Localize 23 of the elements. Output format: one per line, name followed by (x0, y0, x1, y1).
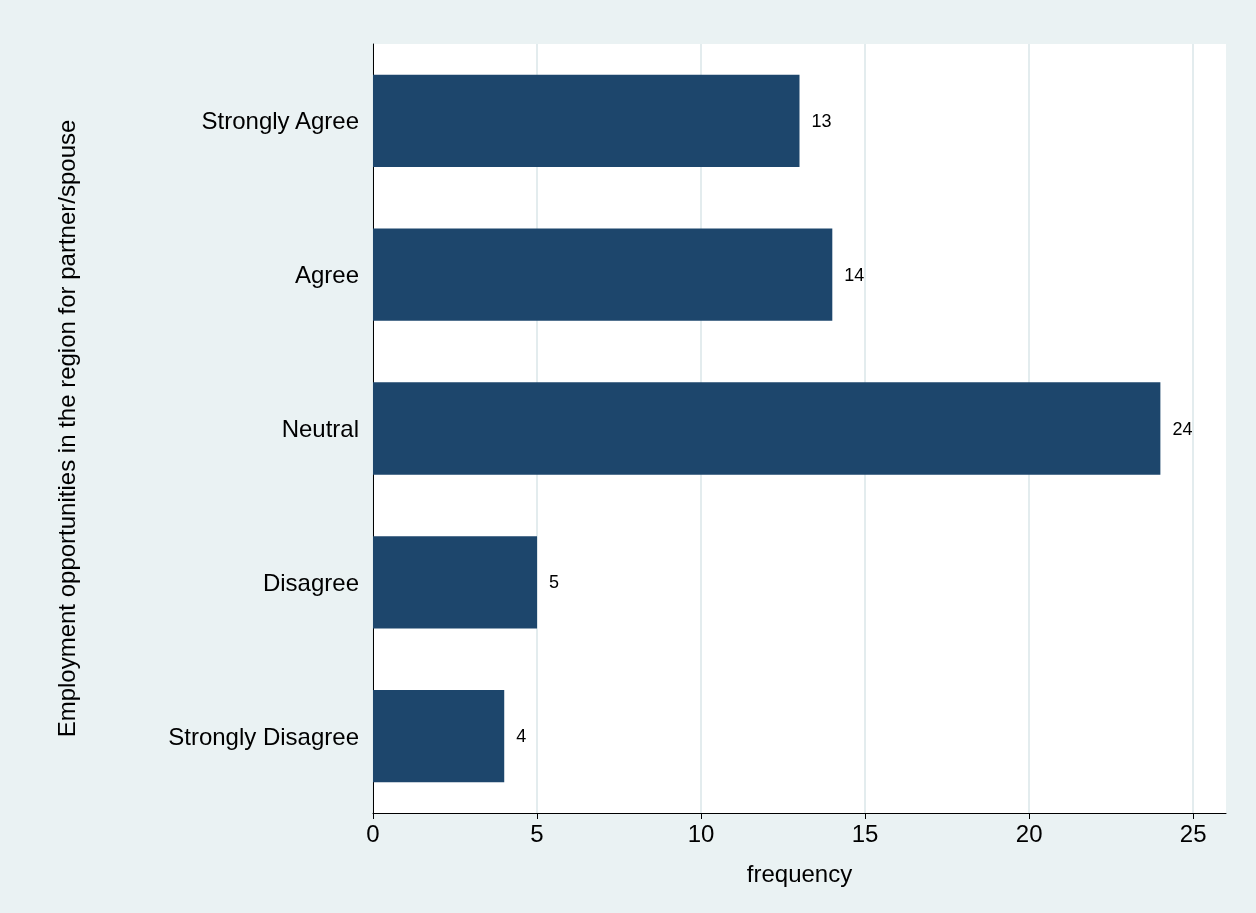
y-tick-label: Agree (294, 261, 359, 289)
x-tick-label: 0 (366, 819, 380, 847)
bar (373, 74, 800, 168)
x-tick-label: 5 (530, 819, 544, 847)
y-axis-title: Employment opportunities in the region for partner/spouse (52, 119, 80, 738)
x-tick-label: 25 (1179, 819, 1207, 847)
x-axis-title: frequency (746, 859, 853, 887)
data-label: 4 (516, 726, 527, 747)
bar (373, 228, 833, 321)
data-label: 5 (549, 572, 560, 593)
y-tick-label: Strongly Agree (201, 107, 359, 135)
data-label: 13 (811, 110, 832, 131)
y-tick-label: Strongly Disagree (168, 722, 359, 750)
x-tick-label: 10 (687, 819, 715, 847)
y-tick-label: Disagree (262, 568, 359, 596)
bar (373, 536, 538, 629)
data-label: 24 (1172, 418, 1193, 439)
bar (373, 689, 505, 783)
x-tick-label: 15 (851, 819, 879, 847)
data-label: 14 (844, 264, 865, 285)
x-tick-label: 20 (1015, 819, 1043, 847)
y-tick-label: Neutral (281, 415, 359, 442)
bar (373, 382, 1161, 475)
